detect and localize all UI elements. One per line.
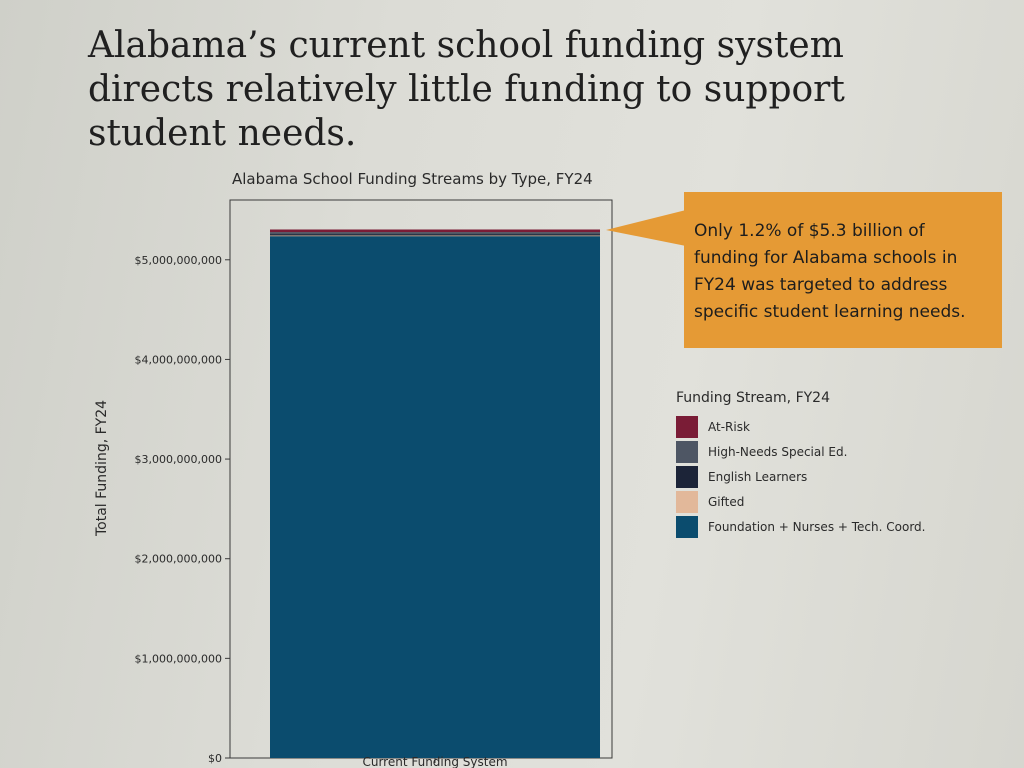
legend-item: English Learners (676, 464, 925, 489)
legend-item: High-Needs Special Ed. (676, 439, 925, 464)
y-tick-label: $4,000,000,000 (135, 353, 222, 366)
chart-legend: Funding Stream, FY24 At-Risk High-Needs S… (676, 390, 925, 539)
legend-label: At-Risk (708, 419, 750, 434)
legend-swatch (676, 490, 698, 513)
bar-segment-high-needs-special-ed (270, 232, 600, 235)
legend-swatch (676, 465, 698, 488)
legend-swatch (676, 440, 698, 463)
bar-segment-foundation-nurses-tech-coord (270, 235, 600, 758)
page-headline: Alabama’s current school funding system … (88, 25, 845, 154)
x-tick-label: Current Funding System (362, 755, 507, 768)
legend-swatch (676, 415, 698, 438)
y-tick-label: $1,000,000,000 (135, 652, 222, 665)
bar-segment-at-risk (270, 229, 600, 233)
legend-item: Gifted (676, 489, 925, 514)
legend-swatch (676, 515, 698, 538)
legend-item: At-Risk (676, 414, 925, 439)
legend-item: Foundation + Nurses + Tech. Coord. (676, 514, 925, 539)
y-tick-label: $0 (208, 752, 222, 765)
legend-title: Funding Stream, FY24 (676, 390, 830, 406)
callout-text: Only 1.2% of $5.3 billion of funding for… (694, 221, 966, 322)
y-tick-label: $2,000,000,000 (135, 553, 222, 566)
bar-segment-english-learners (270, 234, 600, 236)
callout-pointer (606, 210, 686, 246)
chart-title: Alabama School Funding Streams by Type, … (232, 170, 593, 188)
legend-label: English Learners (708, 469, 808, 484)
y-tick-label: $5,000,000,000 (135, 254, 222, 267)
legend-label: Gifted (708, 494, 745, 509)
y-axis-label: Total Funding, FY24 (94, 400, 110, 537)
legend-label: Foundation + Nurses + Tech. Coord. (708, 519, 926, 534)
bar-segment-gifted (270, 235, 600, 237)
legend-label: High-Needs Special Ed. (708, 444, 848, 459)
y-tick-label: $3,000,000,000 (135, 453, 222, 466)
legend-items: At-Risk High-Needs Special Ed. English Lea… (676, 414, 925, 539)
callout-box (684, 192, 1002, 348)
